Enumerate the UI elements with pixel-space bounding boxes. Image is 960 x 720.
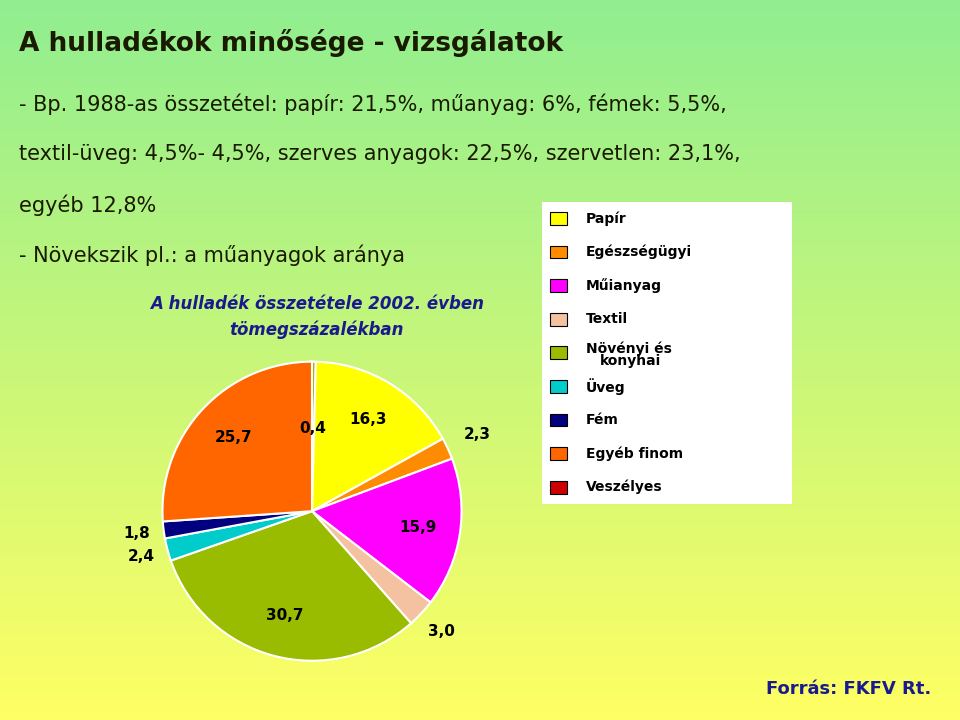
Wedge shape — [162, 361, 312, 521]
Wedge shape — [312, 361, 443, 511]
Text: tömegszázalékban: tömegszázalékban — [229, 320, 404, 339]
Text: 30,7: 30,7 — [266, 608, 303, 623]
Text: A hulladékok minősége - vizsgálatok: A hulladékok minősége - vizsgálatok — [19, 29, 564, 57]
Text: 2,4: 2,4 — [128, 549, 155, 564]
Text: 25,7: 25,7 — [214, 431, 252, 445]
Text: 16,3: 16,3 — [349, 412, 387, 427]
Text: Veszélyes: Veszélyes — [586, 480, 662, 495]
Text: Papír: Papír — [586, 211, 626, 225]
Wedge shape — [163, 511, 312, 539]
Text: 2,3: 2,3 — [465, 427, 492, 442]
Wedge shape — [312, 511, 430, 624]
Text: Üveg: Üveg — [586, 378, 625, 395]
Wedge shape — [171, 511, 411, 661]
Text: - Bp. 1988-as összetétel: papír: 21,5%, műanyag: 6%, fémek: 5,5%,: - Bp. 1988-as összetétel: papír: 21,5%, … — [19, 94, 727, 115]
Text: Fém: Fém — [586, 413, 618, 427]
Text: 3,0: 3,0 — [427, 624, 454, 639]
Wedge shape — [312, 459, 462, 603]
Text: - Növekszik pl.: a műanyagok aránya: - Növekszik pl.: a műanyagok aránya — [19, 245, 405, 266]
Wedge shape — [312, 438, 452, 511]
Text: Egészségügyi: Egészségügyi — [586, 245, 692, 259]
Wedge shape — [312, 361, 316, 511]
Wedge shape — [165, 511, 312, 561]
Text: Textil: Textil — [586, 312, 628, 326]
Text: A hulladék összetétele 2002. évben: A hulladék összetétele 2002. évben — [150, 295, 484, 313]
Text: Egyéb finom: Egyéb finom — [586, 446, 683, 461]
Text: egyéb 12,8%: egyéb 12,8% — [19, 194, 156, 216]
Text: 0,4: 0,4 — [300, 421, 326, 436]
Text: Műianyag: Műianyag — [586, 278, 661, 293]
Text: 15,9: 15,9 — [399, 520, 437, 535]
Text: Növényi és: Növényi és — [586, 342, 671, 356]
Text: 1,8: 1,8 — [124, 526, 151, 541]
Text: textil-üveg: 4,5%- 4,5%, szerves anyagok: 22,5%, szervetlen: 23,1%,: textil-üveg: 4,5%- 4,5%, szerves anyagok… — [19, 144, 741, 164]
Text: konyhai: konyhai — [600, 354, 661, 369]
Text: Forrás: FKFV Rt.: Forrás: FKFV Rt. — [766, 680, 931, 698]
